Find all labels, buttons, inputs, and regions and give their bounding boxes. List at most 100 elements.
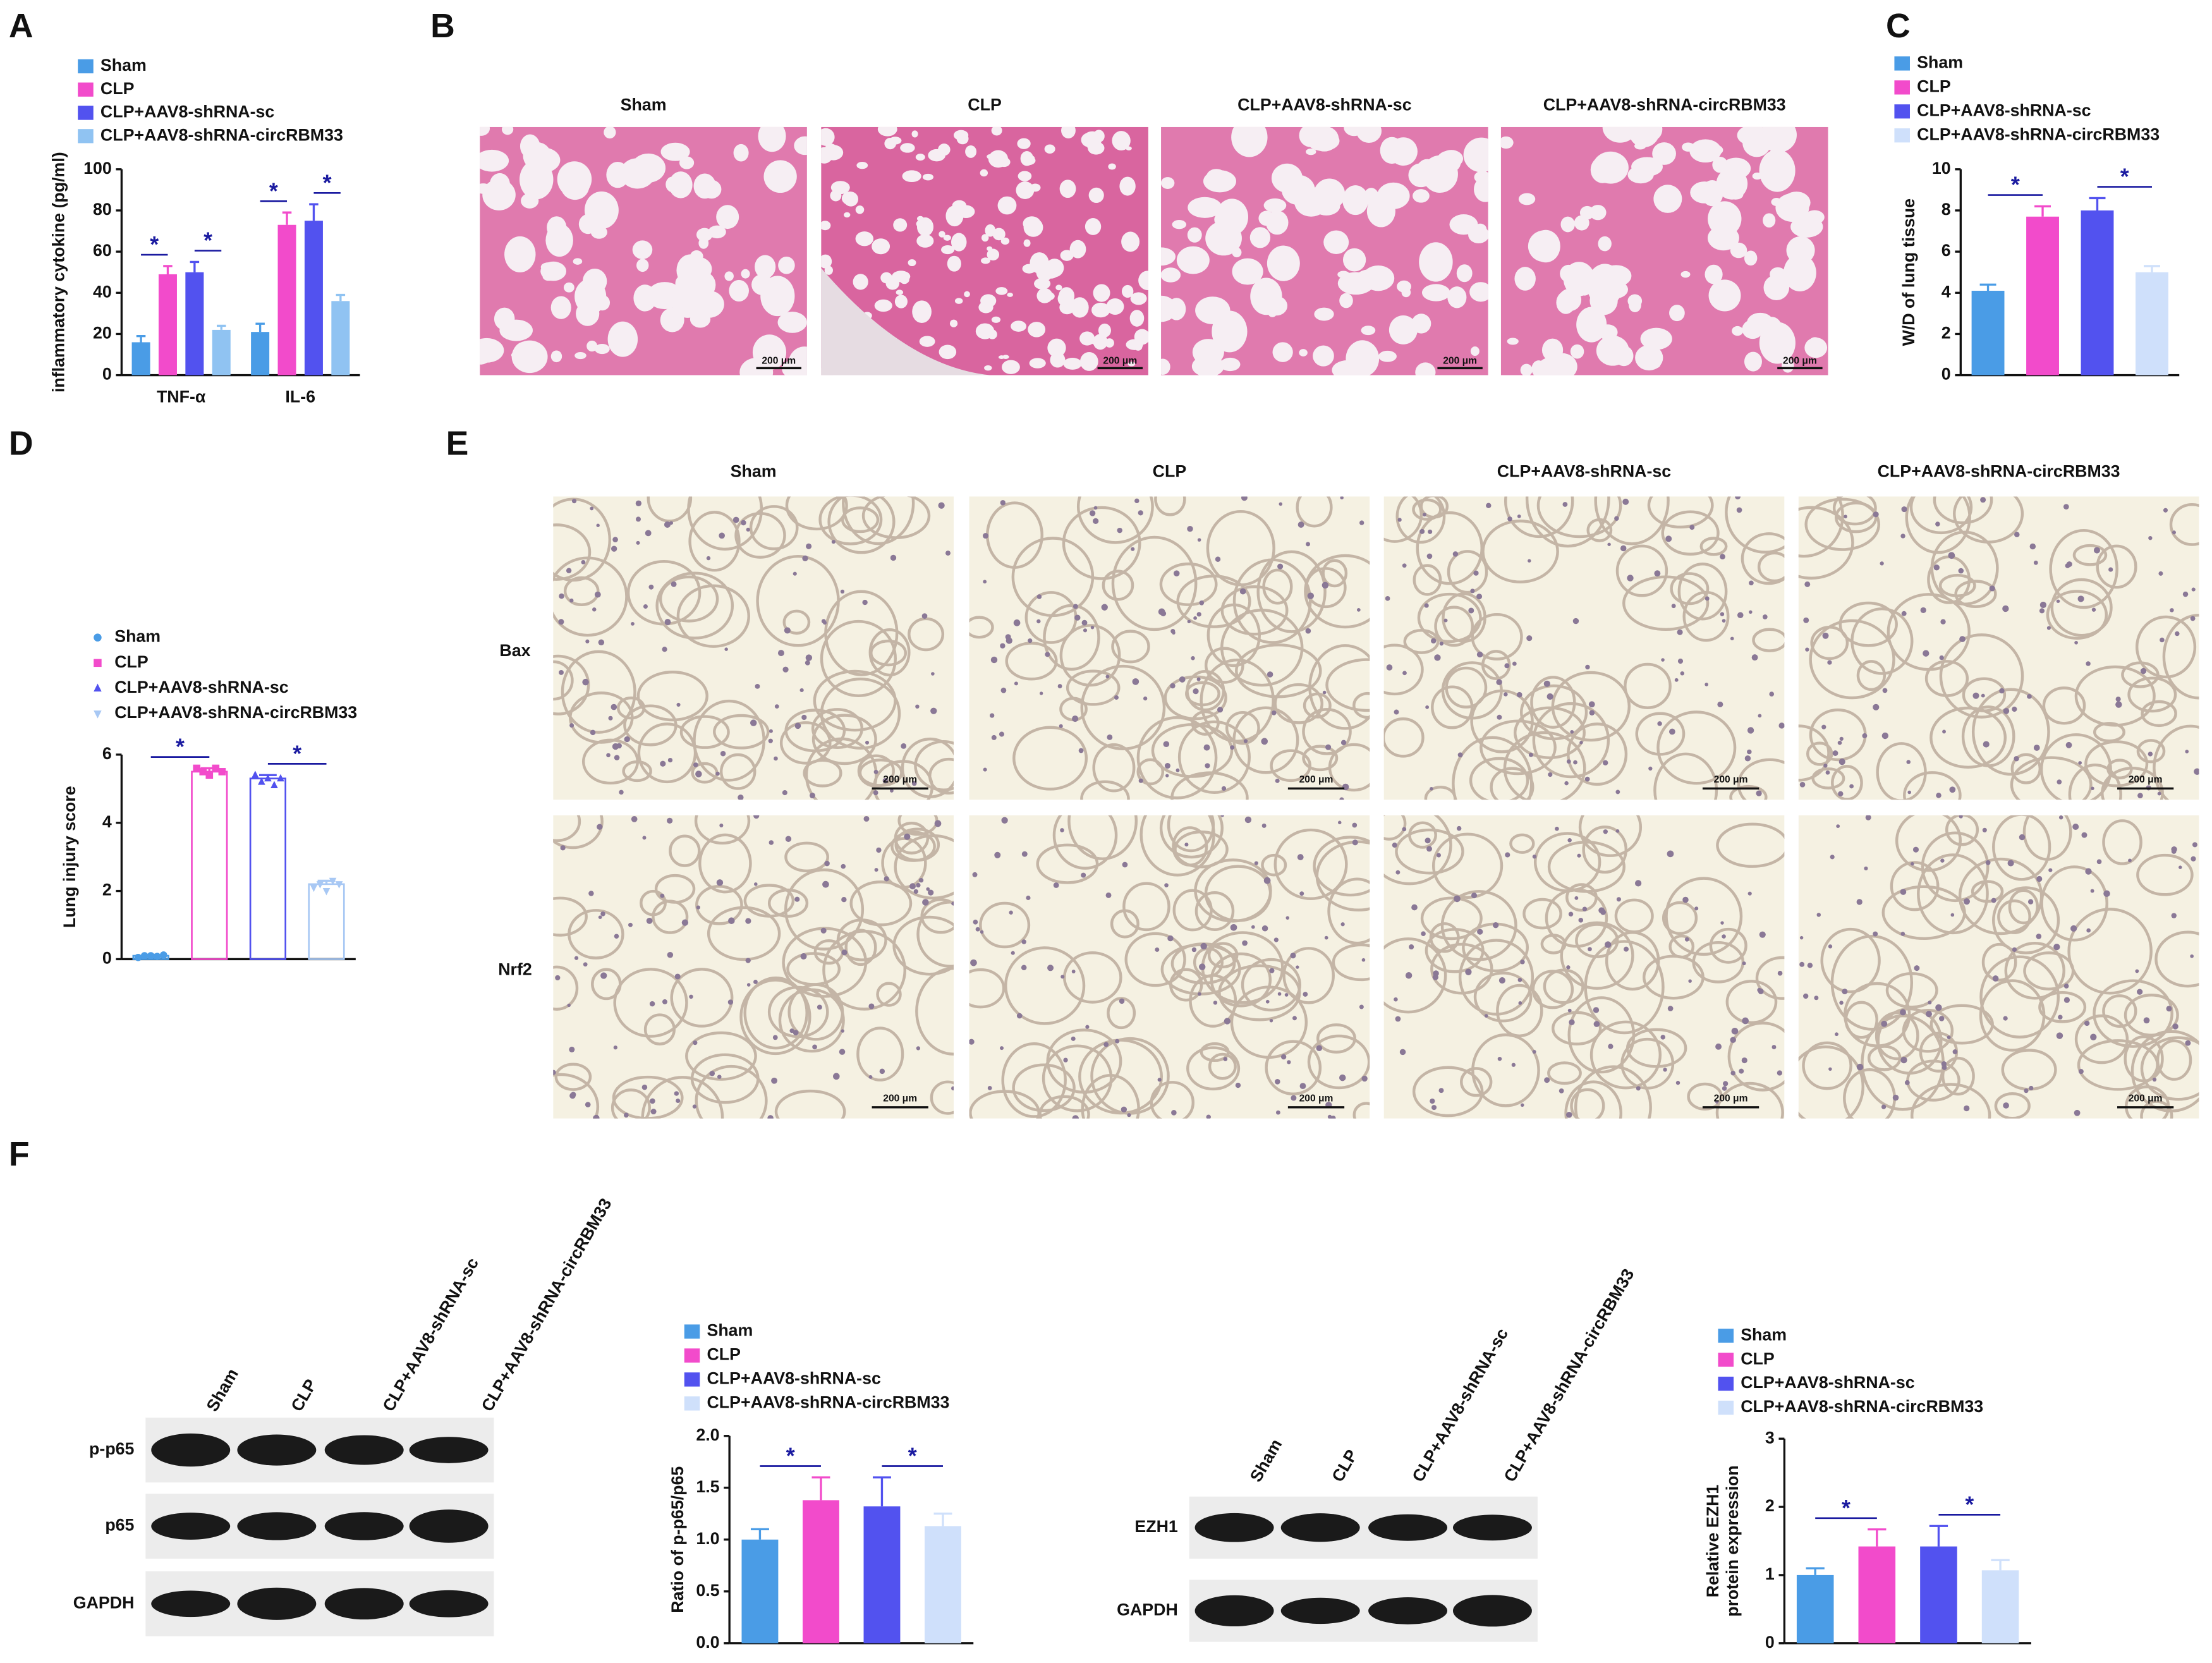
alveolus xyxy=(1760,126,1797,153)
alveolus-wall xyxy=(857,754,895,788)
alveolus xyxy=(563,282,574,293)
alveolus xyxy=(1000,237,1010,245)
alveolus xyxy=(1342,248,1366,272)
nucleus xyxy=(1985,860,1991,865)
nucleus xyxy=(1395,870,1401,875)
alveolus-wall xyxy=(1383,815,1407,841)
alveolus-wall xyxy=(2042,686,2086,725)
nucleus xyxy=(1107,734,1113,740)
y-tick-label: 8 xyxy=(1942,200,1951,219)
nucleus xyxy=(1799,961,1805,967)
alveolus-wall xyxy=(1662,901,1698,935)
alveolus-wall xyxy=(1509,833,1535,854)
nucleus xyxy=(1559,1088,1564,1093)
alveolus xyxy=(1029,358,1046,369)
nucleus xyxy=(1265,999,1270,1004)
nucleus xyxy=(1244,816,1252,824)
alveolus xyxy=(1034,277,1051,289)
nucleus xyxy=(1297,521,1304,528)
nucleus xyxy=(1864,866,1868,871)
nucleus xyxy=(1296,965,1299,969)
nucleus xyxy=(598,639,605,646)
nucleus xyxy=(1155,947,1160,952)
alveolus xyxy=(1474,171,1488,184)
nucleus xyxy=(1907,790,1912,795)
nucleus xyxy=(873,769,878,774)
nucleus xyxy=(1526,635,1533,642)
nucleus xyxy=(1224,1018,1231,1025)
nucleus xyxy=(2033,745,2040,751)
nucleus xyxy=(724,647,728,651)
lane-label: CLP+AAV8-shRNA-sc xyxy=(379,1254,482,1415)
alveolus-wall xyxy=(1230,985,1308,1059)
alveolus xyxy=(987,329,997,339)
nucleus xyxy=(1305,628,1311,634)
nucleus xyxy=(600,911,605,917)
nucleus xyxy=(1421,931,1426,936)
nucleus xyxy=(2007,860,2014,867)
alveolus-wall xyxy=(553,815,604,850)
nucleus xyxy=(581,560,586,564)
alveolus-wall xyxy=(1699,537,1728,556)
alveolus-wall xyxy=(1164,675,1227,721)
nucleus xyxy=(2170,608,2174,612)
nucleus xyxy=(1680,671,1685,676)
alveolus xyxy=(1590,156,1615,183)
nucleus xyxy=(1428,529,1433,534)
alveolus xyxy=(1447,286,1467,308)
alveolus-wall xyxy=(915,966,954,1056)
nucleus xyxy=(841,896,847,903)
nucleus xyxy=(1964,1105,1970,1112)
error-bar xyxy=(872,1476,891,1507)
blot-band xyxy=(1368,1514,1448,1541)
nucleus xyxy=(1235,1082,1241,1088)
alveolus-wall xyxy=(1939,633,2024,719)
row-label: GAPDH xyxy=(1117,1600,1178,1619)
alveolus-wall xyxy=(1929,1004,1994,1045)
alveolus-wall xyxy=(1265,1040,1322,1095)
alveolus xyxy=(844,212,851,218)
nucleus xyxy=(569,1092,576,1099)
significance-star: * xyxy=(1965,1492,1974,1517)
alveolus-wall xyxy=(1921,831,1990,903)
alveolus xyxy=(763,160,797,193)
alveolus xyxy=(1411,314,1431,334)
y-axis-label: W/D of lung tissue xyxy=(1899,198,1918,346)
nucleus xyxy=(624,736,630,743)
nucleus xyxy=(1717,701,1723,707)
alveolus-wall xyxy=(734,512,786,559)
alveolus xyxy=(1469,282,1488,302)
alveolus-wall xyxy=(930,1080,954,1115)
nucleus xyxy=(918,878,924,883)
alveolus-wall xyxy=(2156,1039,2192,1081)
column-title: CLP+AAV8-shRNA-sc xyxy=(1237,95,1412,114)
nucleus xyxy=(1205,763,1210,769)
nucleus xyxy=(1187,619,1191,624)
alveolus xyxy=(1011,320,1027,332)
alveolus-wall xyxy=(2102,819,2142,865)
nucleus xyxy=(1836,824,1840,828)
alveolus xyxy=(578,214,597,235)
nucleus xyxy=(1661,658,1665,662)
alveolus xyxy=(1314,307,1334,321)
nucleus xyxy=(2065,563,2070,568)
nucleus xyxy=(1881,1104,1887,1109)
nucleus xyxy=(569,723,574,728)
nucleus xyxy=(559,593,564,599)
y-tick-label: 3 xyxy=(1765,1428,1775,1447)
y-tick-label: 80 xyxy=(93,200,112,219)
alveolus xyxy=(636,259,649,272)
alveolus xyxy=(1161,177,1175,189)
scale-bar-label: 200 μm xyxy=(883,774,917,785)
alveolus-wall xyxy=(1107,997,1136,1030)
nucleus xyxy=(559,669,564,675)
alveolus xyxy=(794,136,807,155)
nucleus xyxy=(1521,1103,1524,1107)
nucleus xyxy=(970,959,977,966)
legend-label: CLP+AAV8-shRNA-sc xyxy=(114,678,289,697)
alveolus xyxy=(1127,362,1136,367)
nucleus xyxy=(1593,1021,1600,1027)
nucleus xyxy=(1402,563,1407,568)
alveolus xyxy=(1650,360,1661,369)
bar xyxy=(331,301,350,375)
